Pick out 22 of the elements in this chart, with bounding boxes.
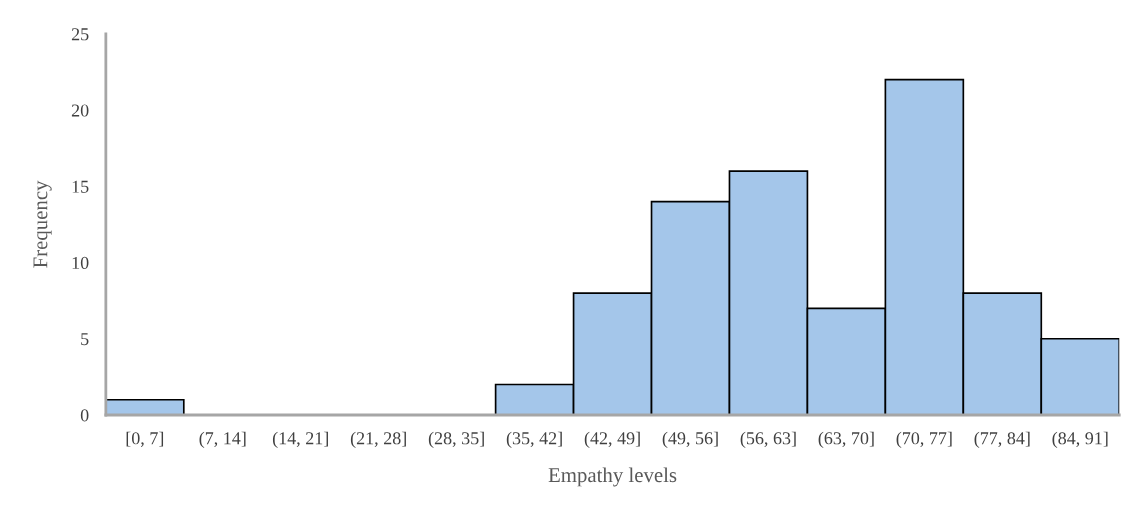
x-tick-label: (42, 49] <box>584 431 640 449</box>
y-tick-label: 15 <box>72 180 89 193</box>
x-tick-label: (77, 84] <box>974 431 1030 449</box>
y-tick-label: 0 <box>80 409 89 422</box>
x-tick-label: (28, 35] <box>428 431 484 449</box>
x-tick-label: (56, 63] <box>740 431 796 449</box>
y-tick-label: 10 <box>72 256 89 270</box>
x-tick-label: (7, 14] <box>199 431 246 449</box>
x-tick-label: [0, 7] <box>126 431 164 447</box>
y-tick-label: 20 <box>71 104 89 117</box>
x-tick-label: (63, 70] <box>818 431 874 449</box>
x-tick-label: (70, 77] <box>896 431 952 449</box>
x-tick-label: (84, 91] <box>1052 431 1108 449</box>
x-tick-label: (14, 21] <box>272 431 328 449</box>
y-tick-label: 25 <box>71 28 89 41</box>
y-tick-label: 5 <box>81 333 89 346</box>
x-tick-label: (35, 42] <box>506 431 562 449</box>
y-axis-title: Frequency <box>33 180 52 268</box>
x-axis-title: Empathy levels <box>548 467 677 487</box>
bar <box>105 398 185 415</box>
x-tick-label: (21, 28] <box>350 431 406 449</box>
x-tick-label: (49, 56] <box>662 431 718 449</box>
